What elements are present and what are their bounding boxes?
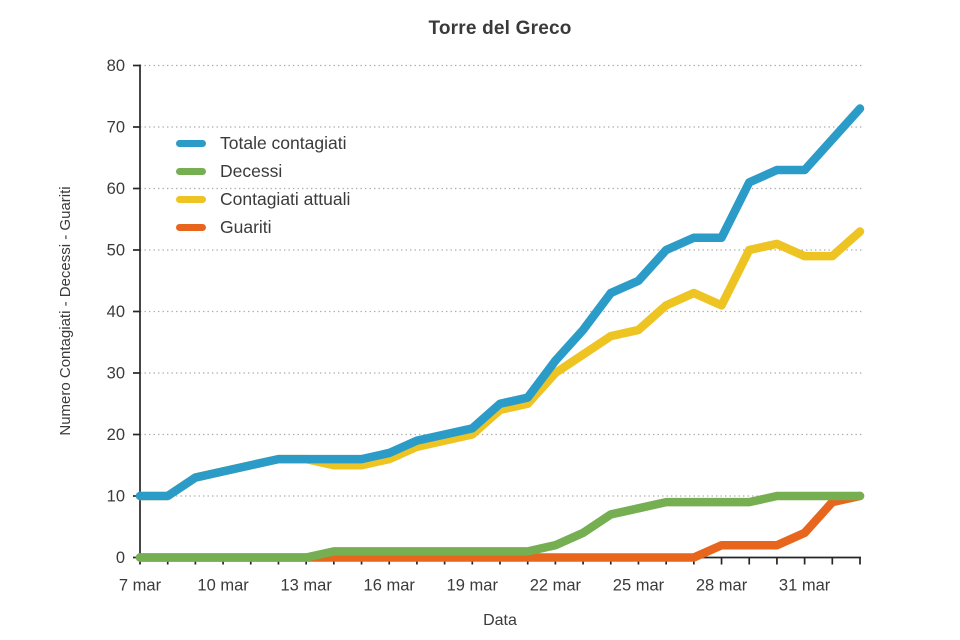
y-tick-label-20: 20 <box>107 426 125 444</box>
legend-swatch-guariti <box>176 223 206 231</box>
y-tick-label-10: 10 <box>107 488 125 506</box>
series-line-contagiati-attuali <box>135 227 865 501</box>
x-tick-label-10-mar: 10 mar <box>197 577 249 595</box>
y-tick-label-30: 30 <box>107 365 125 383</box>
legend-swatch-contagiati-attuali <box>176 195 206 203</box>
y-tick-label-60: 60 <box>107 180 125 198</box>
legend-label-totale-contagiati: Totale contagiati <box>220 132 347 153</box>
legend-item-decessi: Decessi <box>176 157 350 185</box>
legend-label-guariti: Guariti <box>220 216 272 237</box>
x-axis-title: Data <box>483 612 517 629</box>
x-tick-label-19-mar: 19 mar <box>447 577 499 595</box>
legend-item-totale-contagiati: Totale contagiati <box>176 129 350 157</box>
y-tick-label-50: 50 <box>107 242 125 260</box>
legend-item-contagiati-attuali: Contagiati attuali <box>176 185 350 213</box>
y-tick-label-40: 40 <box>107 303 125 321</box>
legend-label-decessi: Decessi <box>220 160 283 181</box>
x-tick-label-13-mar: 13 mar <box>280 577 332 595</box>
x-tick-label-31-mar: 31 mar <box>779 577 831 595</box>
series-line-decessi <box>135 491 865 562</box>
x-tick-label-28-mar: 28 mar <box>696 577 748 595</box>
series-line-totale-contagiati <box>135 104 865 501</box>
legend: Totale contagiati Decessi Contagiati att… <box>176 129 350 241</box>
legend-item-guariti: Guariti <box>176 213 350 241</box>
y-tick-label-70: 70 <box>107 119 125 137</box>
y-axis-title: Numero Contagiati - Decessi - Guariti <box>57 186 74 436</box>
legend-swatch-decessi <box>176 167 206 175</box>
chart-title: Torre del Greco <box>428 18 572 39</box>
legend-swatch-totale-contagiati <box>176 139 206 147</box>
legend-label-contagiati-attuali: Contagiati attuali <box>220 188 351 209</box>
x-tick-label-25-mar: 25 mar <box>613 577 665 595</box>
y-tick-label-80: 80 <box>107 57 125 75</box>
x-tick-label-16-mar: 16 mar <box>364 577 416 595</box>
x-tick-label-7-mar: 7 mar <box>119 577 162 595</box>
y-tick-label-0: 0 <box>116 549 125 567</box>
x-tick-label-22-mar: 22 mar <box>530 577 582 595</box>
